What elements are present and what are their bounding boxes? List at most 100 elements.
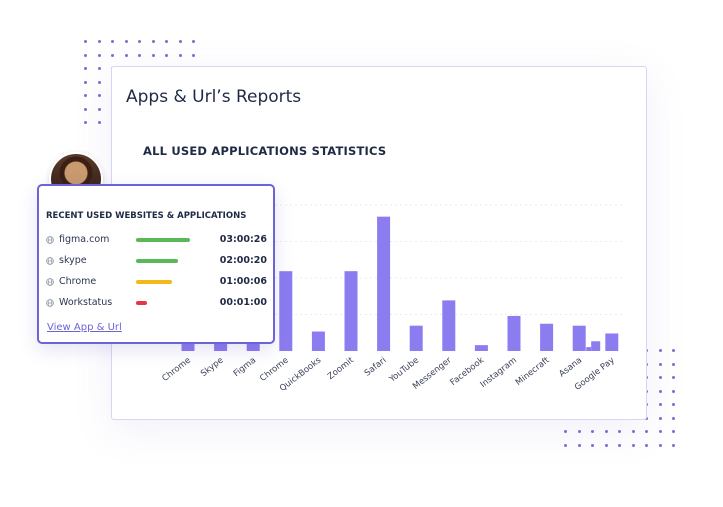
dot bbox=[672, 443, 675, 447]
chart-title: ALL USED APPLICATIONS STATISTICS bbox=[143, 144, 387, 158]
dot bbox=[97, 40, 101, 43]
dot bbox=[645, 430, 648, 433]
dot bbox=[672, 376, 675, 379]
x-tick-label: Chrome bbox=[160, 355, 192, 383]
dot bbox=[658, 362, 662, 366]
globe-icon bbox=[46, 278, 54, 286]
dot bbox=[84, 80, 87, 84]
dot bbox=[658, 416, 662, 420]
dot bbox=[604, 443, 608, 447]
dot bbox=[151, 53, 155, 57]
bar bbox=[311, 331, 325, 351]
list-item[interactable]: Workstatus 00:01:00 bbox=[46, 297, 267, 311]
bar bbox=[442, 300, 456, 351]
dot bbox=[618, 430, 621, 433]
site-name: figma.com bbox=[59, 234, 110, 245]
dot bbox=[591, 430, 594, 433]
dot bbox=[84, 40, 87, 43]
recent-apps-card: RECENT USED WEBSITES & APPLICATIONS figm… bbox=[37, 184, 275, 344]
dot bbox=[165, 40, 168, 43]
dot bbox=[618, 443, 621, 447]
dot bbox=[84, 53, 87, 57]
dot bbox=[138, 40, 141, 43]
dot bbox=[577, 430, 581, 433]
bar bbox=[409, 325, 423, 351]
bar bbox=[377, 216, 391, 351]
dot bbox=[84, 67, 87, 70]
x-tick-label: Figma bbox=[232, 355, 258, 379]
usage-bar bbox=[136, 259, 178, 263]
dot bbox=[658, 443, 662, 447]
dot bbox=[672, 403, 675, 406]
bar bbox=[572, 325, 586, 351]
dot bbox=[84, 107, 87, 111]
recent-title: RECENT USED WEBSITES & APPLICATIONS bbox=[46, 211, 247, 221]
bar bbox=[605, 333, 619, 351]
site-name: Workstatus bbox=[59, 297, 113, 308]
dot bbox=[151, 40, 155, 43]
dot bbox=[97, 53, 101, 57]
dot bbox=[124, 40, 128, 43]
dot bbox=[192, 53, 195, 57]
dot bbox=[97, 107, 101, 111]
x-tick-label: Zoomit bbox=[326, 355, 356, 382]
dot bbox=[97, 67, 101, 70]
globe-icon bbox=[46, 257, 54, 265]
bar bbox=[344, 271, 358, 351]
usage-time: 03:00:26 bbox=[219, 234, 267, 245]
bar bbox=[591, 341, 601, 351]
bar bbox=[507, 315, 521, 351]
dot bbox=[178, 40, 182, 43]
bar bbox=[279, 271, 293, 351]
dot bbox=[645, 443, 648, 447]
dot bbox=[591, 443, 594, 447]
bar bbox=[214, 341, 228, 351]
dot bbox=[672, 430, 675, 433]
list-item[interactable]: figma.com 03:00:26 bbox=[46, 234, 267, 248]
bar bbox=[474, 345, 488, 351]
dot bbox=[631, 443, 635, 447]
x-tick-label: Minecraft bbox=[514, 355, 552, 388]
dot bbox=[178, 53, 182, 57]
dot bbox=[124, 53, 128, 57]
dot bbox=[604, 430, 608, 433]
site-name: skype bbox=[59, 255, 87, 266]
dot bbox=[672, 416, 675, 420]
bar bbox=[246, 341, 260, 351]
usage-bar bbox=[136, 301, 147, 305]
usage-time: 02:00:20 bbox=[219, 255, 267, 266]
view-app-url-link[interactable]: View App & Url bbox=[47, 322, 122, 333]
dot bbox=[658, 389, 662, 393]
dot bbox=[672, 362, 675, 366]
dot bbox=[84, 94, 87, 97]
dot bbox=[631, 430, 635, 433]
bar bbox=[540, 323, 554, 351]
dot bbox=[658, 376, 662, 379]
site-name: Chrome bbox=[59, 276, 97, 287]
globe-icon bbox=[46, 236, 54, 244]
dot bbox=[97, 80, 101, 84]
dot bbox=[84, 121, 87, 124]
x-tick-label: Instagram bbox=[479, 355, 519, 390]
dot bbox=[658, 349, 662, 352]
dot bbox=[138, 53, 141, 57]
dot bbox=[97, 121, 101, 124]
dot bbox=[564, 443, 567, 447]
dot bbox=[192, 40, 195, 43]
x-tick-label: Asana bbox=[557, 355, 584, 379]
dot bbox=[165, 53, 168, 57]
usage-bar bbox=[136, 280, 172, 284]
bar bbox=[586, 347, 592, 351]
dot bbox=[658, 403, 662, 406]
dot bbox=[672, 389, 675, 393]
list-item[interactable]: Chrome 01:00:06 bbox=[46, 276, 267, 290]
usage-time: 00:01:00 bbox=[219, 297, 267, 308]
dot bbox=[658, 430, 662, 433]
usage-bar bbox=[136, 238, 190, 242]
dot bbox=[564, 430, 567, 433]
report-title: Apps & Url’s Reports bbox=[126, 87, 302, 107]
list-item[interactable]: skype 02:00:20 bbox=[46, 255, 267, 269]
dot bbox=[577, 443, 581, 447]
x-tick-label: Safari bbox=[363, 355, 389, 378]
